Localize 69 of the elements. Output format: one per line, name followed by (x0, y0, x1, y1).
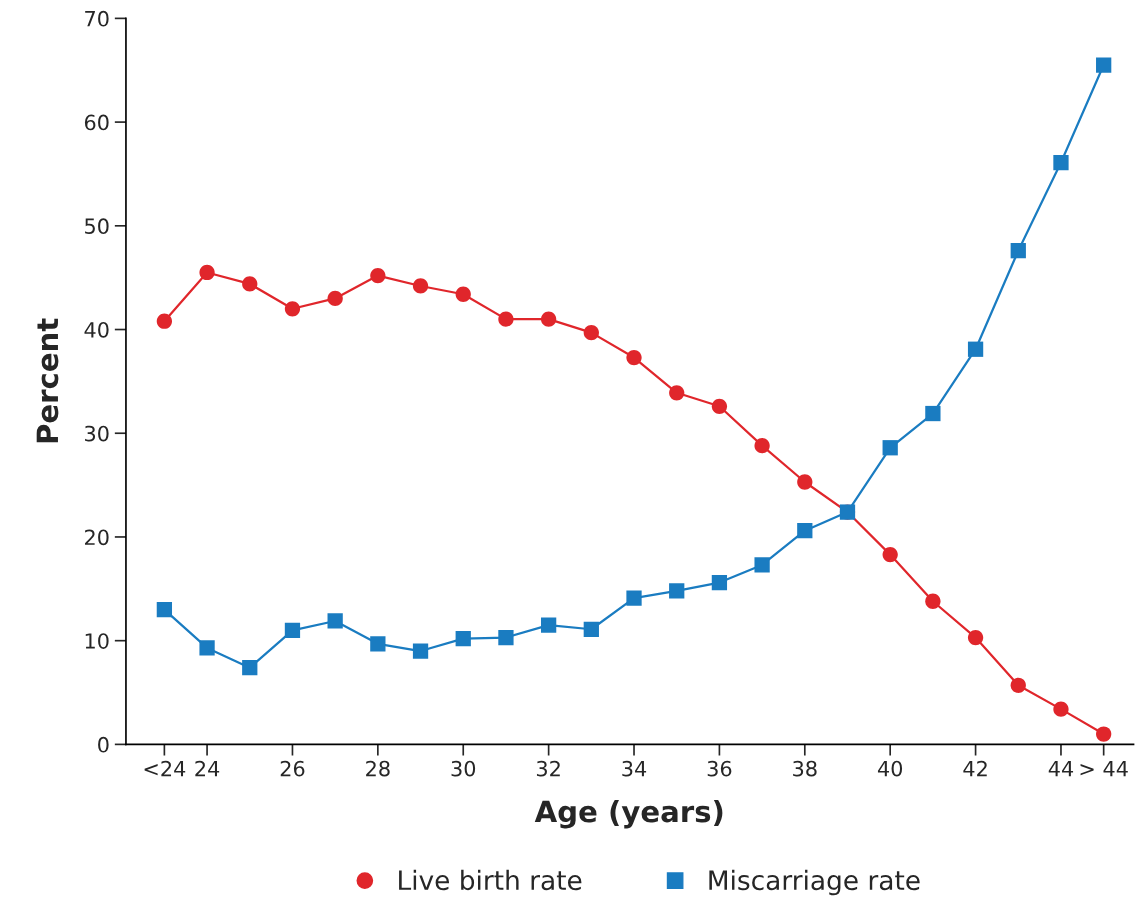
point (284, 301, 301, 317)
point (540, 617, 557, 633)
point (370, 267, 386, 284)
point (967, 629, 984, 646)
point (626, 590, 642, 606)
y-tick-label: 60 (84, 114, 109, 131)
point (455, 286, 471, 302)
point (711, 574, 728, 591)
point (882, 546, 898, 563)
x-tick-label: 34 (622, 760, 647, 777)
point (797, 523, 813, 539)
y-tick-label: 70 (85, 10, 109, 27)
point (583, 621, 599, 637)
point (754, 438, 770, 454)
y-tick-label: 30 (85, 425, 109, 442)
x-tick-label: 42 (963, 760, 987, 777)
point (199, 264, 215, 281)
point (370, 636, 386, 652)
x-tick-label: 40 (877, 760, 903, 777)
point (925, 593, 941, 609)
point (498, 311, 514, 327)
point (711, 398, 728, 414)
y-tick-label: 0 (98, 736, 109, 753)
point (412, 278, 429, 294)
point (797, 474, 813, 490)
y-tick-label: 20 (84, 529, 109, 546)
point (242, 660, 258, 676)
point (199, 640, 215, 656)
point (412, 643, 429, 659)
point (1053, 701, 1069, 717)
x-tick-label: > 44 (1080, 761, 1128, 777)
y-tick-label: 40 (84, 321, 109, 338)
x-tick-label: 36 (707, 760, 732, 777)
point (242, 276, 258, 292)
point (540, 311, 557, 327)
y-tick-label: 50 (85, 218, 109, 235)
x-tick-label: 28 (366, 760, 390, 777)
point (1096, 57, 1112, 73)
x-tick-label: <24 (144, 760, 186, 777)
point (583, 325, 599, 341)
x-tick-label: 30 (451, 760, 476, 777)
point (1053, 154, 1069, 171)
legend-label: Live birth rate (399, 869, 582, 891)
x-tick-label: 24 (195, 760, 220, 777)
point (1096, 726, 1112, 742)
point (626, 349, 642, 366)
point (1010, 243, 1026, 259)
point (284, 622, 301, 638)
y-axis-title: Percent (36, 318, 59, 443)
x-tick-label: 26 (280, 760, 305, 777)
point (669, 583, 685, 599)
point (156, 313, 173, 329)
point (967, 341, 984, 357)
point (754, 557, 770, 573)
legend-label: Miscarriage rate (709, 869, 920, 896)
x-tick-label: 44 (1048, 761, 1074, 777)
point (669, 385, 685, 401)
point (327, 290, 343, 307)
point (925, 405, 941, 422)
point (498, 629, 514, 646)
x-axis-title: Age (years) (534, 799, 723, 829)
x-tick-label: 32 (536, 760, 560, 777)
y-tick-label: 10 (85, 633, 109, 649)
x-tick-label: 38 (793, 760, 817, 777)
point (327, 613, 343, 629)
point (156, 601, 173, 618)
point (882, 440, 898, 456)
point (455, 630, 471, 647)
point (1010, 677, 1026, 693)
